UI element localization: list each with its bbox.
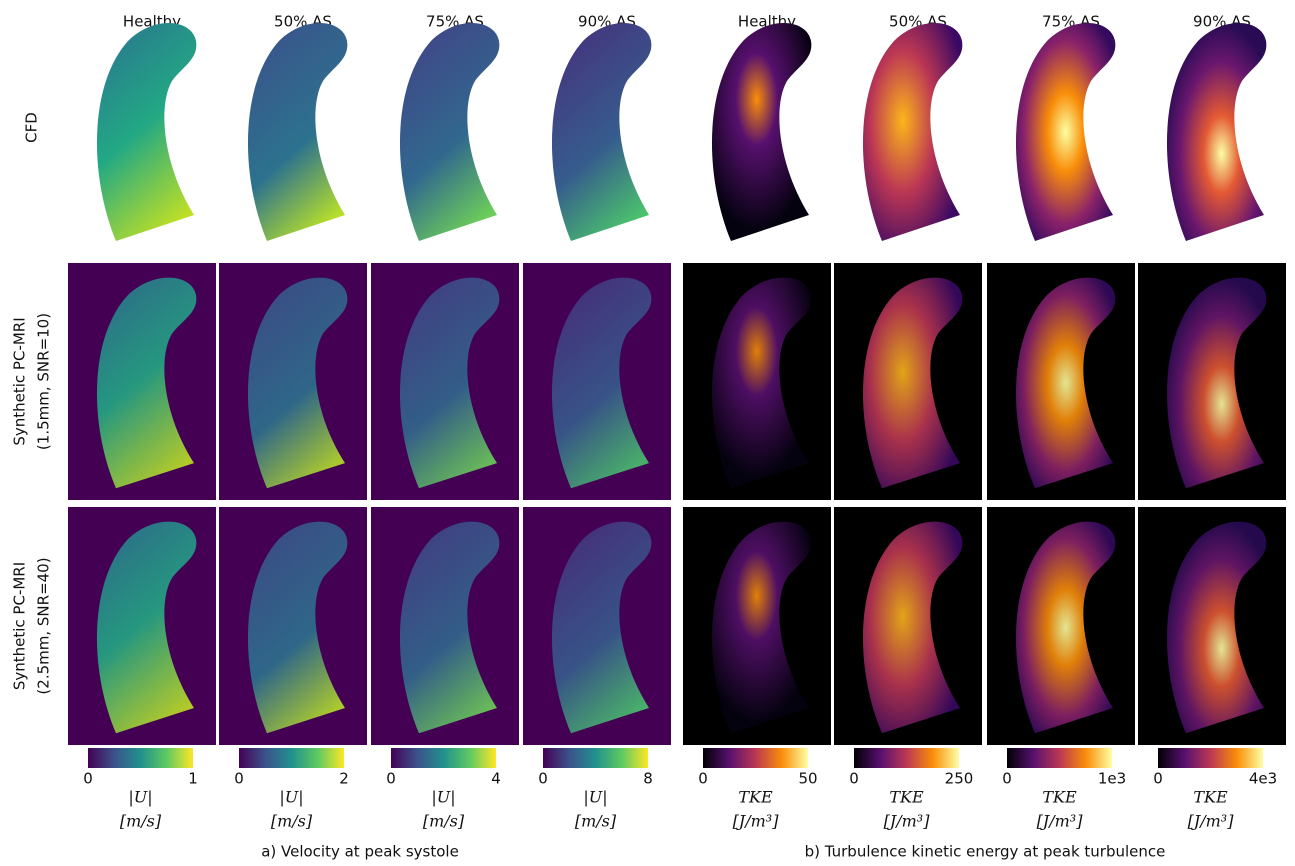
colorbar-quantity: |U| (279, 788, 303, 807)
colorbar (543, 748, 648, 768)
colorbar (239, 748, 344, 768)
colorbar (854, 748, 959, 768)
colorbar-quantity: |U| (431, 788, 455, 807)
row-label: Synthetic PC-MRI (11, 562, 29, 690)
colorbar-max: 2 (339, 770, 349, 788)
figure: Healthy01|U|[m/s]50% AS02|U|[m/s]75% AS0… (0, 0, 1295, 866)
colorbar-min: 0 (234, 770, 244, 788)
colorbar-max: 250 (945, 770, 974, 788)
colorbar-min: 0 (538, 770, 548, 788)
row-label: (1.5mm, SNR=10) (35, 313, 53, 450)
colorbar-max: 4e3 (1249, 770, 1277, 788)
flow-field (863, 23, 962, 241)
aorta-shape (97, 23, 196, 241)
colorbar-min: 0 (849, 770, 859, 788)
colorbar (391, 748, 496, 768)
colorbar-max: 50 (798, 770, 817, 788)
colorbar (1007, 748, 1112, 768)
colorbar-quantity: |U| (583, 788, 607, 807)
colorbar (1158, 748, 1263, 768)
colorbar-unit: [J/m³] (733, 812, 780, 831)
colorbar-quantity: |U| (128, 788, 152, 807)
aorta-shape (400, 23, 499, 241)
colorbar-quantity: TKE (738, 788, 773, 807)
aorta-shape (248, 23, 347, 241)
row-label: (2.5mm, SNR=40) (35, 557, 53, 694)
flow-field (97, 23, 196, 241)
colorbar-max: 8 (643, 770, 653, 788)
flow-field (1016, 23, 1115, 241)
flow-field (1167, 23, 1266, 241)
aorta-shape (1167, 23, 1266, 241)
caption: b) Turbulence kinetic energy at peak tur… (805, 843, 1166, 861)
colorbar-min: 0 (386, 770, 396, 788)
colorbar-unit: [m/s] (271, 812, 313, 831)
flow-field (248, 23, 347, 241)
colorbar-max: 4 (491, 770, 501, 788)
colorbar-min: 0 (698, 770, 708, 788)
flow-field (400, 23, 499, 241)
colorbar-max: 1 (188, 770, 198, 788)
flow-field (552, 23, 651, 241)
colorbar-unit: [m/s] (575, 812, 617, 831)
colorbar-unit: [J/m³] (884, 812, 931, 831)
colorbar-quantity: TKE (889, 788, 924, 807)
colorbar (703, 748, 808, 768)
aorta-shape (712, 23, 811, 241)
flow-field (712, 23, 811, 241)
colorbar-min: 0 (1002, 770, 1012, 788)
colorbar-min: 0 (1153, 770, 1163, 788)
colorbar-unit: [J/m³] (1188, 812, 1235, 831)
aorta-shape (863, 23, 962, 241)
colorbar-quantity: TKE (1042, 788, 1077, 807)
row-label: CFD (23, 112, 41, 143)
aorta-shape (552, 23, 651, 241)
colorbar (88, 748, 193, 768)
aorta-shape (1016, 23, 1115, 241)
colorbar-unit: [J/m³] (1037, 812, 1084, 831)
colorbar-quantity: TKE (1193, 788, 1228, 807)
row-label: Synthetic PC-MRI (11, 317, 29, 445)
colorbar-min: 0 (83, 770, 93, 788)
colorbar-unit: [m/s] (120, 812, 162, 831)
caption: a) Velocity at peak systole (261, 843, 459, 861)
colorbar-max: 1e3 (1098, 770, 1126, 788)
colorbar-unit: [m/s] (423, 812, 465, 831)
